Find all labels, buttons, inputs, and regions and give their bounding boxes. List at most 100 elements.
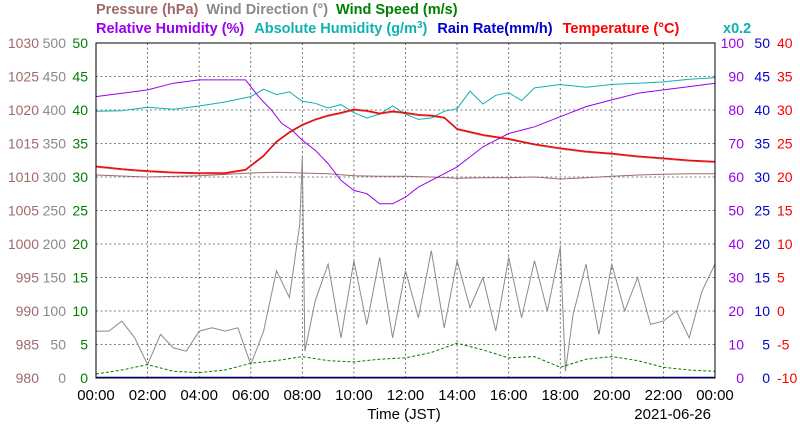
y-tick-wind-speed: 35: [72, 136, 88, 152]
y-tick-wind-direction: 200: [43, 236, 67, 252]
y-tick-temperature: 30: [777, 102, 793, 118]
y-tick-wind-direction: 450: [43, 69, 67, 85]
y-tick-wind-direction: 50: [50, 337, 66, 353]
chart-legend: Pressure (hPa) Wind Direction (°) Wind Spe…: [96, 2, 751, 37]
chart-axes: 1030102510201015101010051000995990985980…: [8, 35, 798, 404]
y-tick-wind-direction: 0: [58, 370, 66, 386]
series-rel-humidity: [95, 79, 716, 205]
y-tick-wind-speed: 25: [72, 203, 88, 219]
x-tick: 20:00: [593, 387, 631, 404]
y-tick-relative-humidity: 90: [728, 69, 744, 85]
y-tick-rain-rate: 30: [754, 169, 770, 185]
x-tick: 18:00: [541, 387, 579, 404]
y-tick-pressure: 980: [16, 370, 40, 386]
y-tick-temperature: 25: [777, 136, 793, 152]
y-tick-wind-speed: 50: [72, 35, 88, 51]
y-tick-wind-direction: 500: [43, 35, 67, 51]
series-wind-speed: [95, 342, 716, 375]
y-tick-relative-humidity: 0: [736, 370, 744, 386]
y-tick-wind-speed: 0: [80, 370, 88, 386]
y-tick-rain-rate: 25: [754, 203, 770, 219]
y-tick-temperature: 35: [777, 69, 793, 85]
y-tick-wind-speed: 10: [72, 303, 88, 319]
y-tick-pressure: 1000: [8, 236, 39, 252]
y-tick-rain-rate: 45: [754, 69, 770, 85]
x-tick: 06:00: [232, 387, 270, 404]
x-tick: 00:00: [696, 387, 734, 404]
y-tick-pressure: 1005: [8, 203, 39, 219]
y-tick-relative-humidity: 100: [721, 35, 745, 51]
scale-note: x0.2: [723, 21, 751, 37]
y-tick-wind-direction: 300: [43, 169, 67, 185]
y-tick-temperature: 5: [777, 270, 785, 286]
x-axis-label: Time (JST): [367, 406, 441, 423]
x-tick: 12:00: [387, 387, 425, 404]
x-tick: 00:00: [77, 387, 115, 404]
y-tick-wind-speed: 15: [72, 270, 88, 286]
x-tick: 10:00: [335, 387, 373, 404]
y-tick-relative-humidity: 80: [728, 102, 744, 118]
legend-row2-1: Absolute Humidity (g/m3): [254, 20, 427, 37]
x-tick: 08:00: [284, 387, 322, 404]
plot-frame: [95, 42, 716, 379]
x-tick: 02:00: [129, 387, 167, 404]
legend-row1-0: Pressure (hPa): [96, 2, 199, 18]
y-tick-relative-humidity: 40: [728, 236, 744, 252]
y-tick-rain-rate: 0: [762, 370, 770, 386]
series-wind-direction: [96, 156, 716, 372]
y-tick-wind-direction: 150: [43, 270, 67, 286]
y-tick-temperature: 10: [777, 236, 793, 252]
y-tick-wind-speed: 5: [80, 337, 88, 353]
legend-row2-2: Rain Rate(mm/h): [437, 21, 552, 37]
y-tick-rain-rate: 35: [754, 136, 770, 152]
y-tick-pressure: 1010: [8, 169, 39, 185]
y-tick-relative-humidity: 70: [728, 136, 744, 152]
legend-row2-0: Relative Humidity (%): [96, 21, 244, 37]
y-tick-temperature: 40: [777, 35, 793, 51]
y-tick-relative-humidity: 60: [728, 169, 744, 185]
y-tick-rain-rate: 5: [762, 337, 770, 353]
x-tick: 04:00: [180, 387, 218, 404]
y-tick-wind-direction: 250: [43, 203, 67, 219]
y-tick-wind-direction: 350: [43, 136, 67, 152]
y-tick-rain-rate: 20: [754, 236, 770, 252]
series-abs-humidity: [95, 77, 716, 120]
y-tick-pressure: 985: [16, 337, 40, 353]
chart-date: 2021-06-26: [634, 406, 711, 423]
x-tick: 16:00: [490, 387, 528, 404]
y-tick-pressure: 1025: [8, 69, 39, 85]
y-tick-rain-rate: 40: [754, 102, 770, 118]
legend-row2-3: Temperature (°C): [563, 21, 680, 37]
y-tick-wind-speed: 30: [72, 169, 88, 185]
y-tick-relative-humidity: 20: [728, 303, 744, 319]
y-tick-temperature: -5: [777, 337, 790, 353]
y-tick-pressure: 990: [16, 303, 40, 319]
y-tick-wind-direction: 100: [43, 303, 67, 319]
y-tick-wind-speed: 20: [72, 236, 88, 252]
y-tick-pressure: 995: [16, 270, 40, 286]
y-tick-temperature: 20: [777, 169, 793, 185]
series-pressure: [95, 171, 715, 180]
y-tick-temperature: 0: [777, 303, 785, 319]
chart-grid: [96, 43, 715, 378]
y-tick-rain-rate: 50: [754, 35, 770, 51]
y-tick-relative-humidity: 10: [728, 337, 744, 353]
y-tick-rain-rate: 10: [754, 303, 770, 319]
y-tick-pressure: 1030: [8, 35, 39, 51]
x-tick: 14:00: [438, 387, 476, 404]
legend-row1-1: Wind Direction (°): [206, 2, 328, 18]
y-tick-wind-speed: 40: [72, 102, 88, 118]
y-tick-pressure: 1015: [8, 136, 39, 152]
y-tick-wind-speed: 45: [72, 69, 88, 85]
series-temperature: [95, 108, 716, 174]
x-tick: 22:00: [645, 387, 683, 404]
y-tick-relative-humidity: 30: [728, 270, 744, 286]
y-tick-rain-rate: 15: [754, 270, 770, 286]
series-temperature-shadow: [95, 109, 716, 175]
y-tick-temperature: -10: [777, 370, 797, 386]
y-tick-relative-humidity: 50: [728, 203, 744, 219]
y-tick-pressure: 1020: [8, 102, 39, 118]
y-tick-temperature: 15: [777, 203, 793, 219]
legend-row1-2: Wind Speed (m/s): [336, 2, 458, 18]
